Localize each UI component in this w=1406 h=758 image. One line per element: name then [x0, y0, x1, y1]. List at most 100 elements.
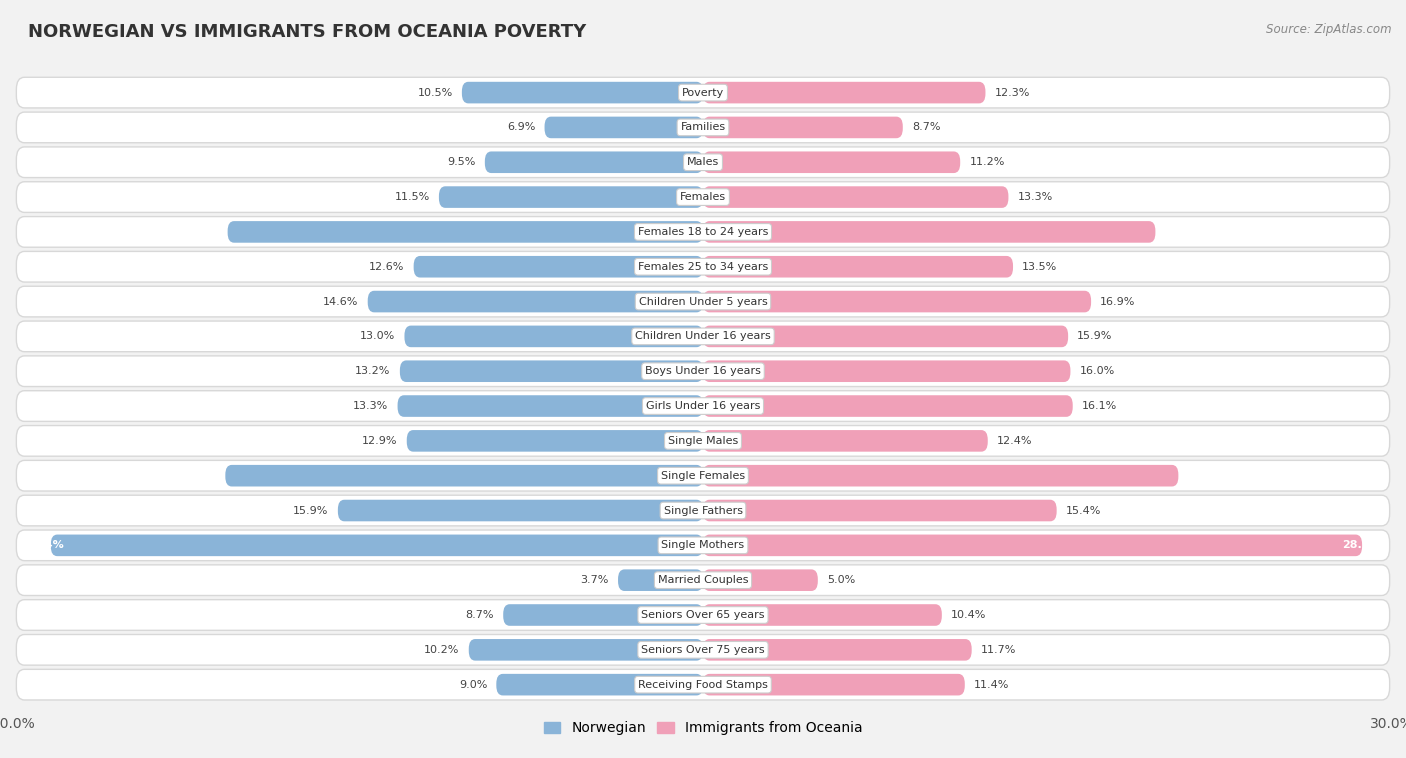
- Text: 20.7%: 20.7%: [25, 227, 65, 237]
- FancyBboxPatch shape: [17, 77, 1389, 108]
- FancyBboxPatch shape: [337, 500, 703, 522]
- FancyBboxPatch shape: [17, 634, 1389, 666]
- Text: 12.4%: 12.4%: [997, 436, 1032, 446]
- Text: Females: Females: [681, 192, 725, 202]
- Text: 11.2%: 11.2%: [969, 157, 1005, 168]
- Text: Source: ZipAtlas.com: Source: ZipAtlas.com: [1267, 23, 1392, 36]
- Text: 15.4%: 15.4%: [1066, 506, 1101, 515]
- Text: 5.0%: 5.0%: [827, 575, 855, 585]
- FancyBboxPatch shape: [703, 674, 965, 695]
- Text: 13.3%: 13.3%: [353, 401, 388, 411]
- Text: Children Under 5 years: Children Under 5 years: [638, 296, 768, 306]
- FancyBboxPatch shape: [17, 460, 1389, 491]
- Text: 13.0%: 13.0%: [360, 331, 395, 341]
- FancyBboxPatch shape: [413, 256, 703, 277]
- Text: 16.9%: 16.9%: [1101, 296, 1136, 306]
- Text: 13.3%: 13.3%: [1018, 192, 1053, 202]
- FancyBboxPatch shape: [619, 569, 703, 591]
- Text: 16.1%: 16.1%: [1083, 401, 1118, 411]
- Text: Children Under 16 years: Children Under 16 years: [636, 331, 770, 341]
- FancyBboxPatch shape: [439, 186, 703, 208]
- Text: Receiving Food Stamps: Receiving Food Stamps: [638, 680, 768, 690]
- FancyBboxPatch shape: [17, 147, 1389, 177]
- Legend: Norwegian, Immigrants from Oceania: Norwegian, Immigrants from Oceania: [538, 716, 868, 741]
- Text: 3.7%: 3.7%: [581, 575, 609, 585]
- FancyBboxPatch shape: [703, 360, 1070, 382]
- FancyBboxPatch shape: [703, 395, 1073, 417]
- FancyBboxPatch shape: [703, 82, 986, 103]
- Text: 19.7%: 19.7%: [1341, 227, 1381, 237]
- Text: 15.9%: 15.9%: [294, 506, 329, 515]
- FancyBboxPatch shape: [17, 669, 1389, 700]
- FancyBboxPatch shape: [703, 639, 972, 661]
- Text: Boys Under 16 years: Boys Under 16 years: [645, 366, 761, 376]
- Text: 16.0%: 16.0%: [1080, 366, 1115, 376]
- FancyBboxPatch shape: [703, 326, 1069, 347]
- Text: 20.8%: 20.8%: [25, 471, 65, 481]
- FancyBboxPatch shape: [17, 600, 1389, 631]
- FancyBboxPatch shape: [17, 356, 1389, 387]
- FancyBboxPatch shape: [17, 495, 1389, 526]
- FancyBboxPatch shape: [398, 395, 703, 417]
- FancyBboxPatch shape: [703, 430, 988, 452]
- FancyBboxPatch shape: [485, 152, 703, 173]
- FancyBboxPatch shape: [17, 182, 1389, 212]
- Text: 20.7%: 20.7%: [1341, 471, 1381, 481]
- FancyBboxPatch shape: [17, 321, 1389, 352]
- FancyBboxPatch shape: [17, 287, 1389, 317]
- Text: 28.7%: 28.7%: [1341, 540, 1381, 550]
- FancyBboxPatch shape: [17, 252, 1389, 282]
- Text: 9.0%: 9.0%: [458, 680, 486, 690]
- Text: Single Mothers: Single Mothers: [661, 540, 745, 550]
- Text: 10.2%: 10.2%: [425, 645, 460, 655]
- Text: 15.9%: 15.9%: [1077, 331, 1112, 341]
- FancyBboxPatch shape: [496, 674, 703, 695]
- Text: 8.7%: 8.7%: [912, 123, 941, 133]
- FancyBboxPatch shape: [399, 360, 703, 382]
- Text: Girls Under 16 years: Girls Under 16 years: [645, 401, 761, 411]
- FancyBboxPatch shape: [544, 117, 703, 138]
- FancyBboxPatch shape: [703, 500, 1057, 522]
- FancyBboxPatch shape: [406, 430, 703, 452]
- FancyBboxPatch shape: [703, 569, 818, 591]
- FancyBboxPatch shape: [17, 565, 1389, 596]
- FancyBboxPatch shape: [703, 256, 1012, 277]
- FancyBboxPatch shape: [703, 291, 1091, 312]
- Text: 10.5%: 10.5%: [418, 88, 453, 98]
- Text: 28.4%: 28.4%: [25, 540, 65, 550]
- Text: Married Couples: Married Couples: [658, 575, 748, 585]
- Text: 12.6%: 12.6%: [370, 262, 405, 271]
- FancyBboxPatch shape: [703, 534, 1362, 556]
- Text: 6.9%: 6.9%: [508, 123, 536, 133]
- FancyBboxPatch shape: [17, 390, 1389, 421]
- Text: 12.9%: 12.9%: [363, 436, 398, 446]
- Text: 9.5%: 9.5%: [447, 157, 475, 168]
- Text: Single Fathers: Single Fathers: [664, 506, 742, 515]
- FancyBboxPatch shape: [468, 639, 703, 661]
- Text: Families: Families: [681, 123, 725, 133]
- FancyBboxPatch shape: [51, 534, 703, 556]
- FancyBboxPatch shape: [225, 465, 703, 487]
- FancyBboxPatch shape: [17, 530, 1389, 561]
- Text: 11.5%: 11.5%: [395, 192, 430, 202]
- Text: 13.2%: 13.2%: [356, 366, 391, 376]
- Text: 12.3%: 12.3%: [994, 88, 1031, 98]
- FancyBboxPatch shape: [17, 425, 1389, 456]
- Text: 10.4%: 10.4%: [950, 610, 987, 620]
- Text: Single Females: Single Females: [661, 471, 745, 481]
- Text: Single Males: Single Males: [668, 436, 738, 446]
- Text: Females 25 to 34 years: Females 25 to 34 years: [638, 262, 768, 271]
- Text: NORWEGIAN VS IMMIGRANTS FROM OCEANIA POVERTY: NORWEGIAN VS IMMIGRANTS FROM OCEANIA POV…: [28, 23, 586, 41]
- Text: Females 18 to 24 years: Females 18 to 24 years: [638, 227, 768, 237]
- Text: 11.7%: 11.7%: [981, 645, 1017, 655]
- FancyBboxPatch shape: [17, 112, 1389, 143]
- FancyBboxPatch shape: [703, 604, 942, 626]
- FancyBboxPatch shape: [703, 221, 1156, 243]
- FancyBboxPatch shape: [17, 217, 1389, 247]
- FancyBboxPatch shape: [703, 465, 1178, 487]
- Text: 14.6%: 14.6%: [323, 296, 359, 306]
- Text: 8.7%: 8.7%: [465, 610, 494, 620]
- FancyBboxPatch shape: [368, 291, 703, 312]
- FancyBboxPatch shape: [461, 82, 703, 103]
- Text: Poverty: Poverty: [682, 88, 724, 98]
